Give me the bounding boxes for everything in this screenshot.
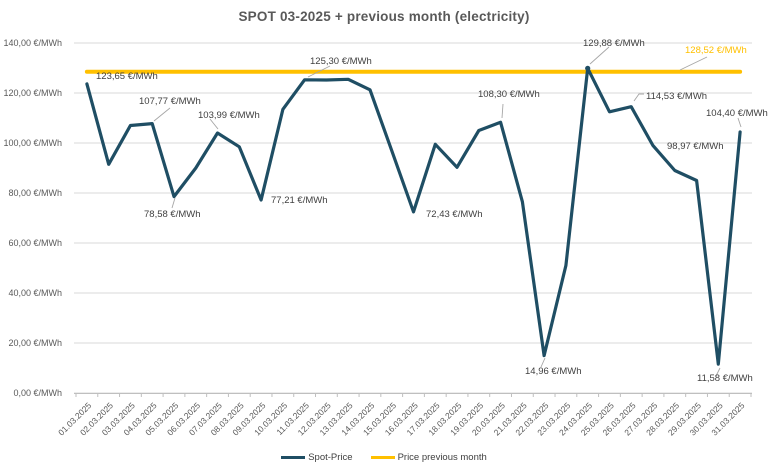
data-label: 123,65 €/MWh xyxy=(96,71,158,82)
data-label: 98,97 €/MWh xyxy=(667,141,724,152)
data-label: 78,58 €/MWh xyxy=(144,209,201,220)
label-leader-line xyxy=(209,118,219,130)
y-tick-label: 100,00 €/MWh xyxy=(3,138,62,148)
data-label: 107,77 €/MWh xyxy=(139,96,201,107)
y-tick-label: 140,00 €/MWh xyxy=(3,38,62,48)
y-tick-label: 80,00 €/MWh xyxy=(8,188,62,198)
data-label: 108,30 €/MWh xyxy=(478,89,540,100)
data-label: 128,52 €/MWh xyxy=(685,45,747,56)
label-leader-line xyxy=(589,46,610,65)
previous-month-swatch xyxy=(370,456,395,459)
y-tick-label: 0,00 €/MWh xyxy=(13,388,62,398)
data-label: 77,21 €/MWh xyxy=(271,195,328,206)
label-leader-line xyxy=(153,107,171,122)
data-label: 104,40 €/MWh xyxy=(706,108,768,119)
data-label: 14,96 €/MWh xyxy=(525,366,582,377)
label-leader-line xyxy=(307,65,331,78)
legend-item-spot-price: Spot-Price xyxy=(281,452,353,463)
y-tick-label: 20,00 €/MWh xyxy=(8,338,62,348)
data-label: 114,53 €/MWh xyxy=(646,91,707,102)
label-leader-line xyxy=(679,56,708,71)
y-tick-label: 60,00 €/MWh xyxy=(8,238,62,248)
data-label: 11,58 €/MWh xyxy=(697,373,753,384)
y-tick-label: 120,00 €/MWh xyxy=(3,88,62,98)
legend-item-previous-month: Price previous month xyxy=(370,452,487,463)
label-leader-line xyxy=(171,197,176,209)
spot-price-line xyxy=(85,66,742,366)
legend-label-previous-month: Price previous month xyxy=(397,452,487,463)
chart-title: SPOT 03-2025 + previous month (electrici… xyxy=(238,9,530,24)
label-leader-line xyxy=(715,367,721,377)
label-leader-line xyxy=(633,93,644,102)
chart-legend: Spot-Price Price previous month xyxy=(0,452,768,463)
label-leader-line xyxy=(501,103,504,119)
spot-price-swatch xyxy=(281,456,306,459)
data-label: 103,99 €/MWh xyxy=(198,110,260,121)
y-tick-label: 40,00 €/MWh xyxy=(8,288,62,298)
label-leader-line xyxy=(737,117,742,128)
label-leader-line xyxy=(540,357,546,368)
data-label: 125,30 €/MWh xyxy=(310,56,372,67)
data-label: 129,88 €/MWh xyxy=(583,38,645,49)
data-label: 72,43 €/MWh xyxy=(426,209,483,220)
legend-label-spot-price: Spot-Price xyxy=(308,452,353,463)
peak-marker-dot xyxy=(585,65,591,71)
